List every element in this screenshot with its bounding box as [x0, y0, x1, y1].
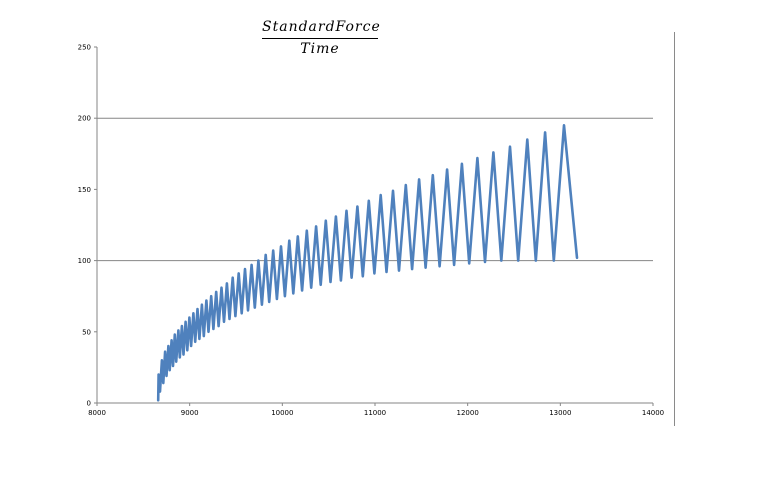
- x-tick-label: 14000: [642, 409, 664, 417]
- chart-right-frame-line: [674, 32, 675, 426]
- x-tick-label: 8000: [88, 409, 106, 417]
- y-tick-label: 100: [78, 257, 91, 265]
- series-line: [156, 124, 579, 402]
- x-tick-label: 12000: [457, 409, 479, 417]
- y-tick-label: 150: [78, 186, 91, 194]
- y-tick-label: 0: [87, 400, 91, 408]
- y-tick-label: 200: [78, 115, 91, 123]
- x-tick-label: 11000: [364, 409, 386, 417]
- y-tick-label: 50: [82, 328, 91, 336]
- x-tick-label: 10000: [271, 409, 293, 417]
- chart-title: StandardForce Time: [262, 20, 380, 57]
- chart-title-numerator: StandardForce: [262, 20, 380, 39]
- x-tick-label: 9000: [181, 409, 199, 417]
- chart-title-denominator: Time: [300, 41, 340, 57]
- x-tick-label: 13000: [549, 409, 571, 417]
- y-tick-label: 250: [78, 44, 91, 52]
